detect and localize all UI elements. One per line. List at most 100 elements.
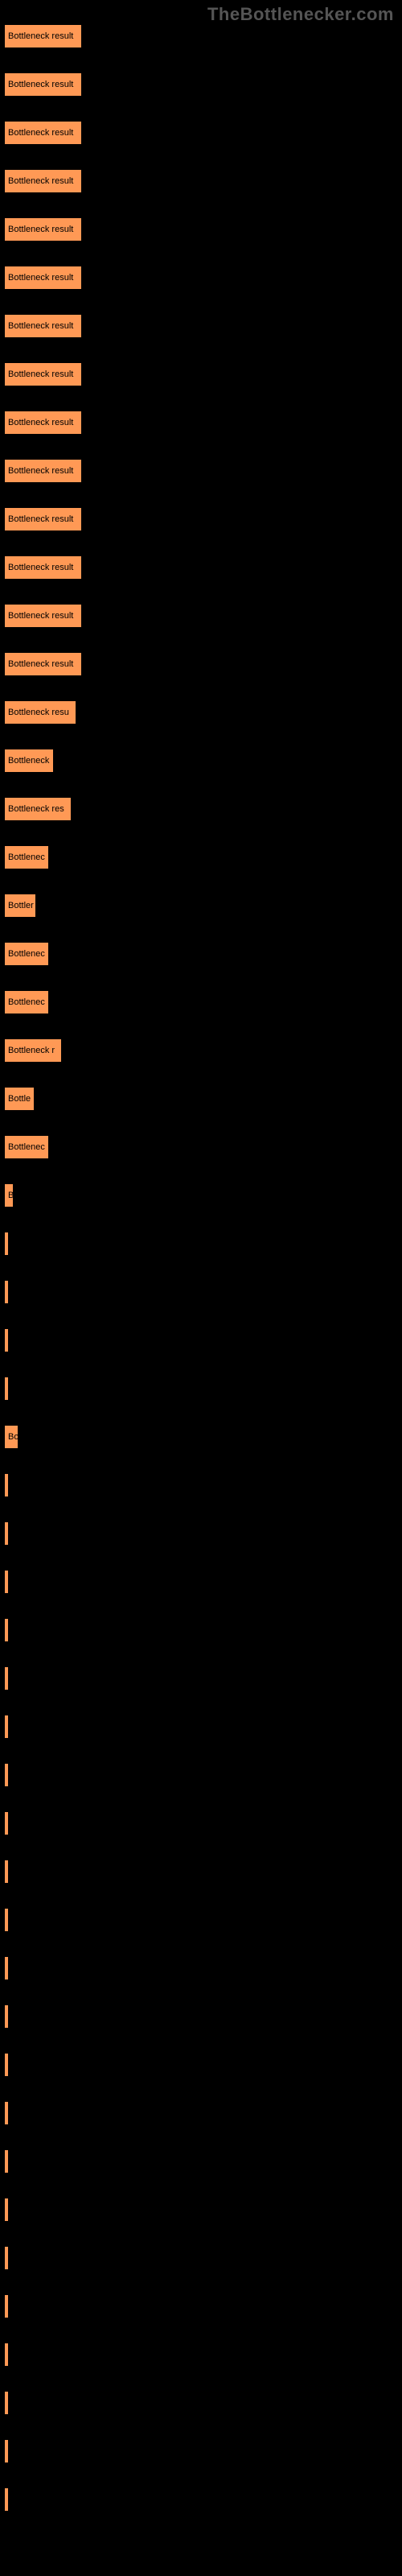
- bar: Bottleneck result: [4, 72, 82, 97]
- bar: Bottleneck result: [4, 217, 82, 242]
- bar: [4, 1570, 9, 1594]
- bar: [4, 2053, 9, 2077]
- bar: [4, 2391, 9, 2415]
- bar: Bottleneck result: [4, 604, 82, 628]
- bar-row: [4, 1328, 398, 1352]
- bar-row: [4, 2198, 398, 2222]
- bar: Bottleneck result: [4, 24, 82, 48]
- bar-row: [4, 2343, 398, 2367]
- bar: [4, 1473, 9, 1497]
- bar: Bottlenec: [4, 990, 49, 1014]
- bar-row: [4, 1377, 398, 1401]
- chart-container: Bottleneck result Bottleneck result Bottle…: [0, 0, 402, 2540]
- bar: [4, 1860, 9, 1884]
- bar: [4, 1521, 9, 1546]
- bar: [4, 1232, 9, 1256]
- bar-row: Bottleneck result: [4, 604, 398, 628]
- bar-row: [4, 1715, 398, 1739]
- bar-row: [4, 2439, 398, 2463]
- bar-row: Bottleneck result: [4, 411, 398, 435]
- bar: [4, 2246, 9, 2270]
- bar: [4, 2198, 9, 2222]
- bar-row: Bottleneck result: [4, 169, 398, 193]
- bar-row: [4, 1280, 398, 1304]
- bar-row: [4, 2149, 398, 2174]
- bar: [4, 2101, 9, 2125]
- bar: [4, 2294, 9, 2318]
- bar-row: Bottleneck result: [4, 266, 398, 290]
- bar-row: B: [4, 1183, 398, 1208]
- bar-row: Bottleneck result: [4, 24, 398, 48]
- bar: Bottleneck: [4, 749, 54, 773]
- bar: Bottleneck result: [4, 459, 82, 483]
- bar: Bottlenec: [4, 845, 49, 869]
- bar: [4, 1328, 9, 1352]
- bar-row: Bottlenec: [4, 845, 398, 869]
- bar-row: [4, 1666, 398, 1690]
- bar: Bottle: [4, 1087, 35, 1111]
- bar: Bottlenec: [4, 942, 49, 966]
- bar-row: [4, 2487, 398, 2512]
- bar: [4, 1715, 9, 1739]
- bar-row: [4, 2004, 398, 2029]
- bar-row: [4, 1860, 398, 1884]
- bar-row: Bo: [4, 1425, 398, 1449]
- bar-row: [4, 1521, 398, 1546]
- bar: [4, 1666, 9, 1690]
- bar: B: [4, 1183, 14, 1208]
- bar-row: Bottlenec: [4, 942, 398, 966]
- bar: [4, 2439, 9, 2463]
- bar-row: Bottleneck result: [4, 72, 398, 97]
- bar-row: [4, 2246, 398, 2270]
- bar: [4, 1811, 9, 1835]
- bar: Bottleneck result: [4, 266, 82, 290]
- bar-row: [4, 1232, 398, 1256]
- bar: Bottleneck result: [4, 121, 82, 145]
- bar-row: Bottleneck result: [4, 314, 398, 338]
- bar: [4, 2149, 9, 2174]
- bar-row: [4, 1473, 398, 1497]
- bar-row: [4, 2101, 398, 2125]
- bar: Bottleneck result: [4, 411, 82, 435]
- bar: Bottler: [4, 894, 36, 918]
- bar: Bottleneck res: [4, 797, 72, 821]
- bar: [4, 2487, 9, 2512]
- bar-row: Bottleneck result: [4, 507, 398, 531]
- bar: Bottleneck result: [4, 362, 82, 386]
- bar: Bottleneck result: [4, 314, 82, 338]
- bar-row: Bottle: [4, 1087, 398, 1111]
- bar: [4, 1908, 9, 1932]
- bar-row: Bottleneck res: [4, 797, 398, 821]
- bar-row: [4, 2053, 398, 2077]
- bar-row: Bottleneck result: [4, 652, 398, 676]
- bar: [4, 2343, 9, 2367]
- bar-row: Bottleneck result: [4, 362, 398, 386]
- bar: [4, 1618, 9, 1642]
- bar-row: [4, 1618, 398, 1642]
- bar: Bottleneck result: [4, 169, 82, 193]
- bar-row: Bottleneck result: [4, 217, 398, 242]
- bar: Bottleneck r: [4, 1038, 62, 1063]
- bar-row: [4, 1763, 398, 1787]
- bar-row: Bottler: [4, 894, 398, 918]
- bar: Bottlenec: [4, 1135, 49, 1159]
- bar: [4, 1377, 9, 1401]
- bar: [4, 2004, 9, 2029]
- bar-row: Bottleneck resu: [4, 700, 398, 724]
- bar: Bo: [4, 1425, 18, 1449]
- bar-row: [4, 1811, 398, 1835]
- bar: [4, 1763, 9, 1787]
- bar: [4, 1280, 9, 1304]
- bar-row: Bottleneck result: [4, 459, 398, 483]
- bar-row: [4, 2294, 398, 2318]
- bar: Bottleneck result: [4, 555, 82, 580]
- bar-row: Bottleneck r: [4, 1038, 398, 1063]
- watermark-text: TheBottlenecker.com: [207, 4, 394, 25]
- bar-row: Bottleneck result: [4, 555, 398, 580]
- bar-row: [4, 1570, 398, 1594]
- bar-row: [4, 2391, 398, 2415]
- bar: Bottleneck resu: [4, 700, 76, 724]
- bar: Bottleneck result: [4, 652, 82, 676]
- bar-row: Bottlenec: [4, 1135, 398, 1159]
- bar-row: [4, 1908, 398, 1932]
